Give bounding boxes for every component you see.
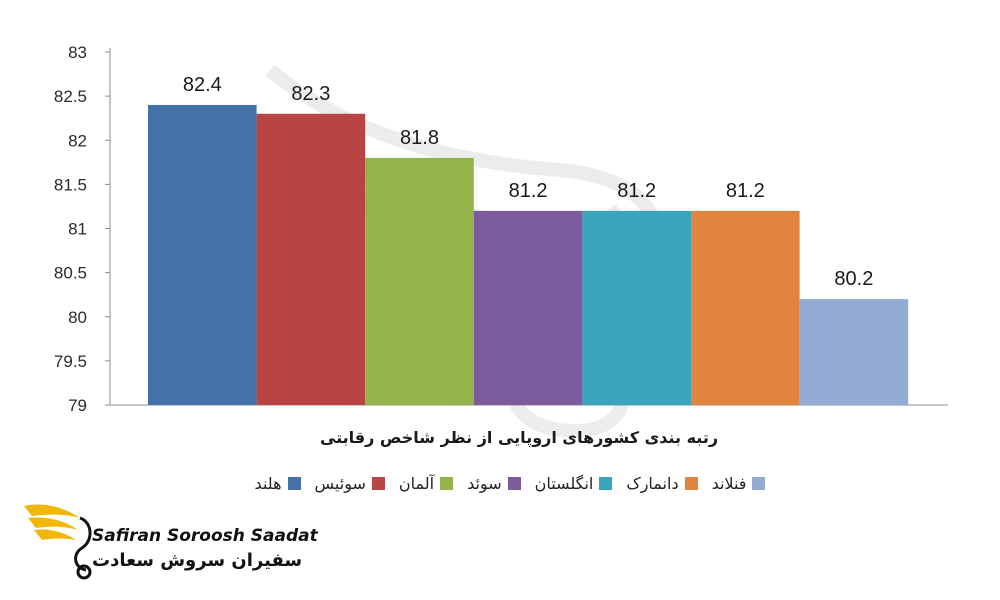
legend-swatch	[371, 477, 385, 490]
legend-swatch	[287, 477, 301, 490]
y-tick-label: 83	[68, 43, 87, 62]
y-tick-label: 82.5	[54, 87, 87, 106]
bar	[691, 210, 800, 405]
legend-swatch	[599, 477, 613, 490]
legend-item: انگلستان	[535, 474, 613, 493]
logo-wing-icon	[24, 504, 92, 580]
legend-label: هلند	[254, 474, 282, 493]
bar	[473, 210, 583, 405]
legend-item: سوئیس	[315, 474, 385, 493]
bar-data-label: 81.2	[726, 180, 765, 202]
chart-legend: هلند سوئیس آلمان سوئد انگلستان دانمارک فنلاند	[190, 474, 830, 493]
legend-label: انگلستان	[534, 474, 594, 493]
y-tick-label: 79.5	[54, 352, 87, 371]
bar	[256, 113, 366, 406]
bar	[799, 299, 909, 405]
chart-axes: 79 79.5 80 80.5 81 81.5 82 82.5 83	[54, 43, 948, 415]
chart-data-labels: 82.4 82.3 81.8 81.2 81.2 81.2 80.2	[183, 74, 874, 290]
y-tick-label: 82	[68, 131, 87, 150]
legend-item: آلمان	[398, 474, 454, 493]
legend-swatch	[440, 477, 454, 490]
y-tick-label: 80.5	[54, 264, 87, 283]
bar-data-label: 80.2	[834, 268, 873, 290]
chart-bars	[148, 104, 909, 406]
legend-item: فنلاند	[712, 474, 766, 493]
y-tick-label: 81	[68, 220, 87, 239]
y-tick-label: 81.5	[54, 175, 87, 194]
legend-label: دانمارک	[626, 474, 679, 493]
bar	[148, 104, 257, 405]
bar-data-label: 81.8	[400, 127, 439, 149]
legend-item: دانمارک	[626, 474, 698, 493]
legend-item: هلند	[255, 474, 301, 493]
bar	[582, 210, 691, 405]
bar	[365, 157, 474, 405]
legend-label: سوئد	[467, 474, 502, 493]
legend-label: سوئیس	[314, 474, 366, 493]
logo-text-en: Safiran Soroosh Saadat	[92, 526, 318, 546]
x-axis-label: رتبه بندی کشورهای اروپایی از نظر شاخص رق…	[320, 428, 718, 448]
bar-data-label: 81.2	[509, 180, 548, 202]
legend-item: سوئد	[467, 474, 521, 493]
bar-data-label: 81.2	[617, 180, 656, 202]
y-tick-label: 80	[68, 308, 87, 327]
legend-swatch	[507, 477, 521, 490]
logo-text-fa: سفیران سروش سعادت	[92, 550, 303, 571]
bar-data-label: 82.3	[291, 83, 330, 105]
y-tick-label: 79	[68, 396, 87, 415]
legend-label: فنلاند	[711, 474, 747, 493]
legend-swatch	[752, 477, 766, 490]
legend-label: آلمان	[398, 474, 435, 493]
logo: Safiran Soroosh Saadat سفیران سروش سعادت	[22, 492, 318, 582]
bar-data-label: 82.4	[183, 74, 222, 96]
legend-swatch	[684, 477, 698, 490]
